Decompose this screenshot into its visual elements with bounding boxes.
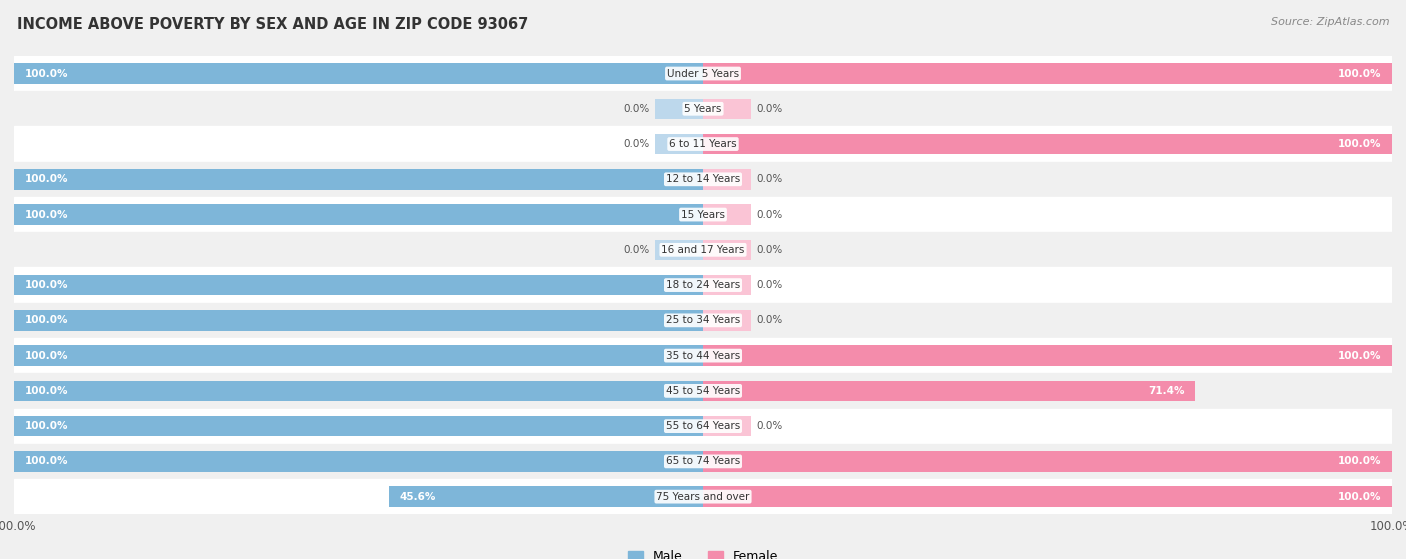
Text: 100.0%: 100.0% (24, 350, 67, 361)
Bar (703, 345, 1392, 366)
Bar (14, 275, 703, 295)
Bar (703, 98, 751, 119)
Text: 16 and 17 Years: 16 and 17 Years (661, 245, 745, 255)
Text: 100.0%: 100.0% (24, 69, 67, 78)
Bar (14, 63, 703, 84)
Bar (703, 240, 751, 260)
Bar (703, 169, 751, 190)
Text: 100.0%: 100.0% (24, 315, 67, 325)
Text: 0.0%: 0.0% (623, 245, 650, 255)
Text: 45.6%: 45.6% (399, 492, 436, 501)
Bar (14, 197, 1392, 232)
Text: 18 to 24 Years: 18 to 24 Years (666, 280, 740, 290)
Text: 100.0%: 100.0% (24, 456, 67, 466)
Bar (703, 134, 1392, 154)
Bar (14, 345, 703, 366)
Bar (14, 162, 1392, 197)
Bar (14, 56, 1392, 91)
Legend: Male, Female: Male, Female (628, 550, 778, 559)
Bar (703, 275, 751, 295)
Text: 100.0%: 100.0% (24, 421, 67, 431)
Text: 100.0%: 100.0% (1339, 456, 1382, 466)
Text: 6 to 11 Years: 6 to 11 Years (669, 139, 737, 149)
Text: Under 5 Years: Under 5 Years (666, 69, 740, 78)
Bar (14, 303, 1392, 338)
Text: 35 to 44 Years: 35 to 44 Years (666, 350, 740, 361)
Text: INCOME ABOVE POVERTY BY SEX AND AGE IN ZIP CODE 93067: INCOME ABOVE POVERTY BY SEX AND AGE IN Z… (17, 17, 529, 32)
Bar (14, 381, 703, 401)
Bar (14, 479, 1392, 514)
Text: 5 Years: 5 Years (685, 104, 721, 114)
Bar (703, 416, 751, 437)
Bar (703, 63, 1392, 84)
Bar (703, 451, 1392, 472)
Text: 75 Years and over: 75 Years and over (657, 492, 749, 501)
Text: 25 to 34 Years: 25 to 34 Years (666, 315, 740, 325)
Bar (703, 486, 1392, 507)
Text: 100.0%: 100.0% (24, 210, 67, 220)
Bar (703, 205, 751, 225)
Bar (14, 444, 1392, 479)
Bar (14, 416, 703, 437)
Bar (655, 240, 703, 260)
Bar (14, 409, 1392, 444)
Bar (14, 91, 1392, 126)
Text: 45 to 54 Years: 45 to 54 Years (666, 386, 740, 396)
Text: 100.0%: 100.0% (24, 280, 67, 290)
Text: 0.0%: 0.0% (756, 104, 783, 114)
Text: 0.0%: 0.0% (623, 139, 650, 149)
Text: 100.0%: 100.0% (1339, 492, 1382, 501)
Bar (389, 486, 703, 507)
Text: 0.0%: 0.0% (756, 280, 783, 290)
Text: 71.4%: 71.4% (1149, 386, 1185, 396)
Bar (14, 205, 703, 225)
Bar (14, 310, 703, 330)
Text: 100.0%: 100.0% (24, 386, 67, 396)
Bar (703, 310, 751, 330)
Bar (14, 232, 1392, 267)
Text: 0.0%: 0.0% (756, 174, 783, 184)
Bar (14, 373, 1392, 409)
Text: 12 to 14 Years: 12 to 14 Years (666, 174, 740, 184)
Text: 0.0%: 0.0% (756, 210, 783, 220)
Text: 100.0%: 100.0% (24, 174, 67, 184)
Bar (703, 381, 1195, 401)
Bar (655, 98, 703, 119)
Bar (14, 126, 1392, 162)
Text: 100.0%: 100.0% (1339, 69, 1382, 78)
Bar (655, 134, 703, 154)
Bar (14, 338, 1392, 373)
Text: 0.0%: 0.0% (756, 245, 783, 255)
Text: 65 to 74 Years: 65 to 74 Years (666, 456, 740, 466)
Bar (14, 169, 703, 190)
Bar (14, 267, 1392, 303)
Text: 0.0%: 0.0% (623, 104, 650, 114)
Text: 100.0%: 100.0% (1339, 350, 1382, 361)
Text: 100.0%: 100.0% (1339, 139, 1382, 149)
Bar (14, 451, 703, 472)
Text: 0.0%: 0.0% (756, 315, 783, 325)
Text: 0.0%: 0.0% (756, 421, 783, 431)
Text: 55 to 64 Years: 55 to 64 Years (666, 421, 740, 431)
Text: 15 Years: 15 Years (681, 210, 725, 220)
Text: Source: ZipAtlas.com: Source: ZipAtlas.com (1271, 17, 1389, 27)
